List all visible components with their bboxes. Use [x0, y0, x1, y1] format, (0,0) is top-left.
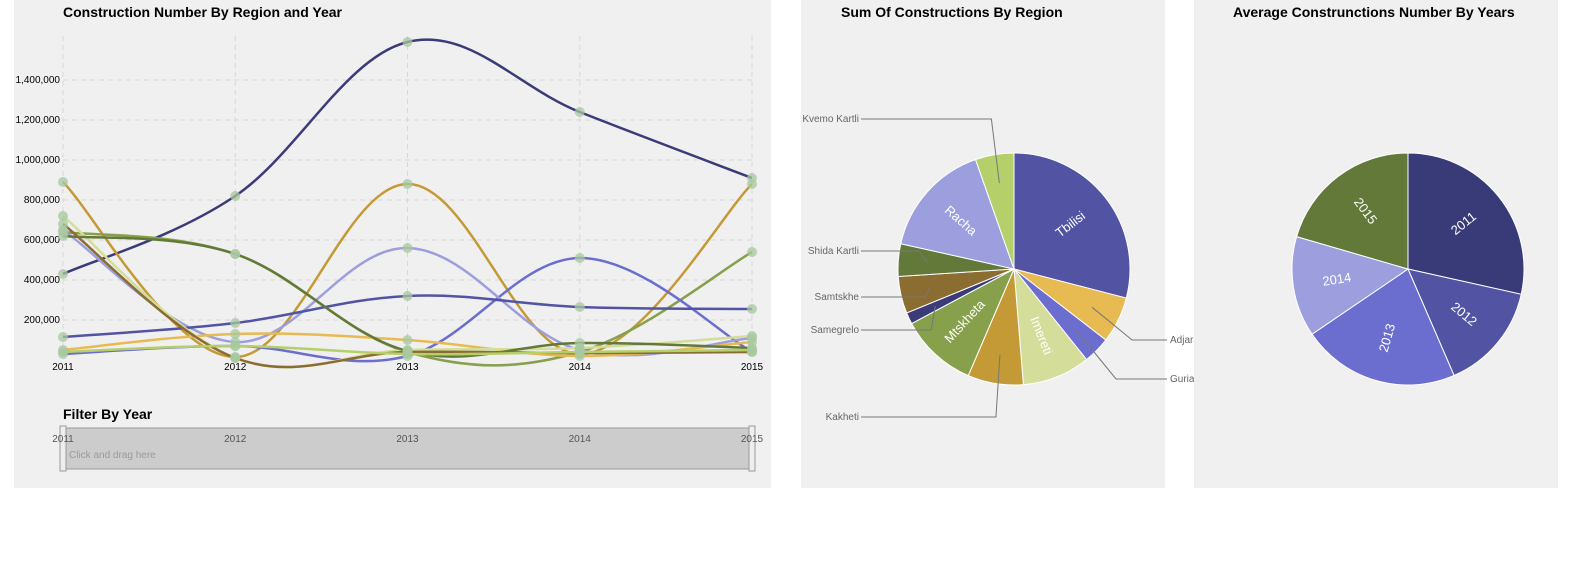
region-slice[interactable]	[910, 267, 1016, 377]
x-tick-label: 2014	[569, 362, 592, 373]
year-slice[interactable]	[1407, 152, 1525, 295]
filter-title: Filter By Year	[63, 406, 153, 422]
y-tick-label: 200,000	[24, 315, 61, 326]
brush-tick-label: 2015	[741, 434, 764, 445]
brush-tick-label: 2012	[224, 434, 247, 445]
data-point[interactable]	[58, 269, 68, 279]
data-point[interactable]	[402, 37, 413, 47]
label-leader-line	[861, 118, 1000, 184]
y-tick-label: 1,400,000	[16, 75, 61, 86]
x-tick-label: 2013	[396, 362, 419, 373]
brush-tick-label: 2011	[52, 434, 74, 445]
data-point[interactable]	[747, 345, 757, 355]
data-point[interactable]	[58, 177, 68, 187]
region-pie-panel: Sum Of Constructions By Region Tbilisi Ad…	[801, 0, 1199, 488]
data-point[interactable]	[747, 304, 757, 314]
region-outside-label: Samtskhe	[815, 292, 860, 303]
line-chart-panel: Construction Number By Region and Year F…	[14, 0, 771, 488]
data-point[interactable]	[402, 335, 413, 345]
data-point[interactable]	[230, 191, 241, 201]
y-tick-label: 600,000	[24, 235, 61, 246]
region-pie-chart: TbilisiAdjaraGuriaImeretiKakhetiMtskheta…	[802, 114, 1199, 423]
line-chart-title: Construction Number By Region and Year	[63, 4, 343, 20]
label-leader-line	[1091, 306, 1167, 341]
label-leader-line	[861, 250, 928, 263]
data-point[interactable]	[574, 253, 585, 263]
label-leader-line	[861, 354, 1001, 418]
data-point[interactable]	[58, 211, 68, 221]
y-tick-label: 400,000	[24, 275, 61, 286]
year-slice[interactable]	[1295, 152, 1409, 270]
data-point[interactable]	[230, 249, 241, 259]
x-tick-label: 2015	[741, 362, 764, 373]
data-point[interactable]	[58, 332, 68, 342]
region-pie-title: Sum Of Constructions By Region	[841, 4, 1063, 20]
label-leader-line	[1075, 329, 1167, 380]
brush-hint: Click and drag here	[69, 450, 156, 461]
data-point[interactable]	[230, 341, 241, 351]
x-tick-label: 2012	[224, 362, 247, 373]
data-point[interactable]	[230, 318, 241, 328]
region-outside-label: Guria	[1170, 374, 1195, 385]
y-tick-label: 1,200,000	[16, 115, 61, 126]
brush-tick-label: 2014	[569, 434, 592, 445]
region-slice[interactable]	[974, 152, 1015, 270]
year-slice-label: 2014	[1321, 270, 1352, 289]
data-point[interactable]	[230, 353, 241, 363]
data-point[interactable]	[574, 338, 585, 348]
data-point[interactable]	[747, 179, 757, 189]
data-point[interactable]	[747, 331, 757, 341]
data-point[interactable]	[574, 347, 585, 357]
data-point[interactable]	[574, 302, 585, 312]
y-tick-label: 1,000,000	[16, 155, 61, 166]
data-point[interactable]	[58, 347, 68, 357]
data-point[interactable]	[402, 349, 413, 359]
data-point[interactable]	[402, 243, 413, 253]
data-point[interactable]	[58, 231, 68, 241]
year-slice[interactable]	[1407, 268, 1522, 377]
data-point[interactable]	[58, 219, 68, 229]
data-point[interactable]	[402, 291, 413, 301]
year-pie-panel: Average Construnctions Number By Years 2…	[1194, 0, 1558, 488]
brush-tick-label: 2013	[396, 434, 419, 445]
year-pie-title: Average Construnctions Number By Years	[1233, 4, 1515, 20]
data-point[interactable]	[402, 179, 413, 189]
data-point[interactable]	[230, 329, 241, 339]
region-outside-label: Kvemo Kartli	[802, 114, 859, 125]
region-outside-label: Kakheti	[826, 412, 859, 423]
label-leader-line	[861, 305, 936, 331]
y-tick-label: 800,000	[24, 195, 61, 206]
x-tick-label: 2011	[52, 362, 74, 373]
label-leader-line	[861, 288, 930, 298]
region-outside-label: Adjara	[1170, 335, 1199, 346]
region-slice[interactable]	[1013, 152, 1131, 299]
region-outside-label: Shida Kartli	[808, 246, 859, 257]
line-chart: 200,000 400,000 600,000 800,000 1,000,000 1,2…	[16, 36, 764, 472]
data-point[interactable]	[747, 247, 757, 257]
brush-handle-left[interactable]	[59, 425, 67, 472]
year-slice[interactable]	[1311, 268, 1455, 386]
region-outside-label: Samegrelo	[811, 325, 860, 336]
brush-handle-right[interactable]	[748, 425, 756, 472]
data-point[interactable]	[574, 107, 585, 117]
region-slice[interactable]	[900, 158, 1015, 270]
